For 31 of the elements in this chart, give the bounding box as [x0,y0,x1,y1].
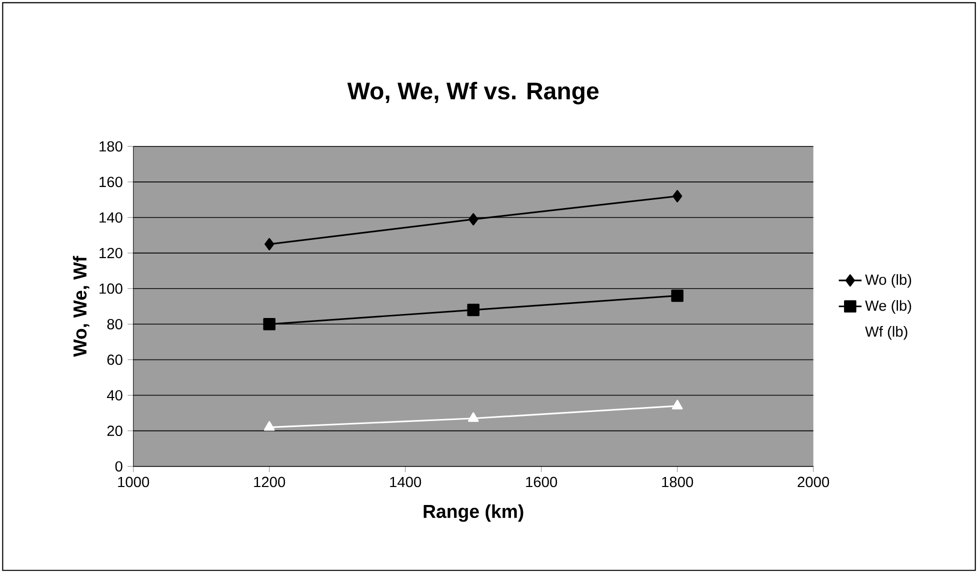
legend-label: We (lb) [865,300,912,314]
y-tick-label: 40 [106,390,122,400]
chart-title: Wo, We, Wf vs. Range [347,82,599,104]
y-tick-label: 20 [107,426,122,436]
point [672,400,683,410]
x-tick-label: 1200 [254,476,286,488]
y-tick-label: 0 [115,461,122,472]
point [672,190,682,202]
point [264,421,275,431]
x-tick-label: 1000 [118,476,150,488]
y-tick-label: 100 [100,283,122,294]
x-axis-title: Range (km) [424,504,524,522]
y-axis-title: Wo, We, Wf [72,256,90,357]
x-tick-label: 2000 [798,476,830,488]
y-tick-label: 140 [100,212,122,223]
point [264,238,274,250]
point [263,318,276,330]
y-tick-label: 60 [107,354,122,365]
point [467,304,480,316]
legend-label: Wo (lb) [865,274,912,288]
x-tick-label: 1800 [662,476,694,488]
y-tick-label: 80 [107,318,122,330]
x-tick-label: 1400 [390,476,422,488]
text: Wf (lb) [865,326,908,340]
y-tick-label: 180 [100,141,122,152]
point [468,213,478,226]
point [671,290,684,302]
y-tick-label: 120 [100,248,122,258]
y-tick-label: 160 [100,176,122,188]
point [468,412,479,422]
x-tick-label: 1600 [526,476,558,488]
